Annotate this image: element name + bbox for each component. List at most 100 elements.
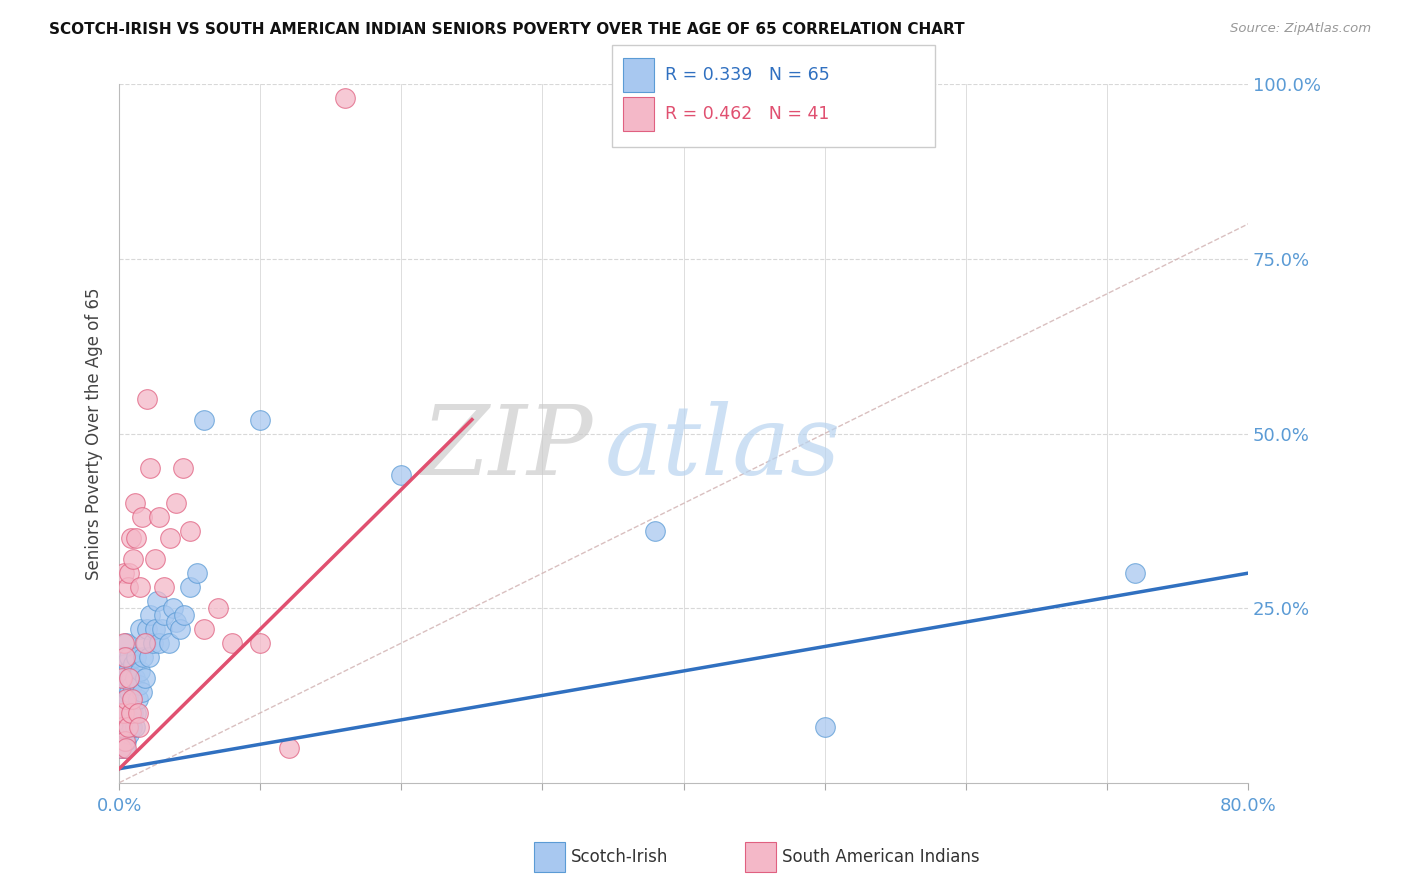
Point	[112, 678, 135, 692]
Point	[132, 650, 155, 665]
Point	[221, 636, 243, 650]
Point	[138, 650, 160, 665]
Point	[148, 510, 170, 524]
Point	[111, 671, 134, 685]
Point	[115, 678, 138, 692]
Point	[115, 706, 138, 720]
Point	[127, 692, 149, 706]
Point	[118, 727, 141, 741]
Point	[153, 608, 176, 623]
Point	[120, 706, 142, 720]
Point	[114, 650, 136, 665]
Point	[146, 594, 169, 608]
Point	[111, 671, 134, 685]
Point	[125, 706, 148, 720]
Point	[117, 692, 139, 706]
Text: R = 0.462   N = 41: R = 0.462 N = 41	[665, 105, 830, 123]
Point	[110, 706, 132, 720]
Point	[114, 685, 136, 699]
Point	[117, 720, 139, 734]
Point	[121, 692, 143, 706]
Point	[173, 608, 195, 623]
Point	[110, 740, 132, 755]
Point	[117, 720, 139, 734]
Point	[111, 733, 134, 747]
Point	[207, 601, 229, 615]
Point	[1123, 566, 1146, 581]
Point	[115, 692, 138, 706]
Point	[165, 496, 187, 510]
Text: Scotch-Irish: Scotch-Irish	[571, 848, 668, 866]
Point	[112, 698, 135, 713]
Point	[131, 510, 153, 524]
Point	[121, 678, 143, 692]
Point	[120, 671, 142, 685]
Point	[129, 580, 152, 594]
Point	[135, 636, 157, 650]
Point	[644, 524, 666, 539]
Point	[118, 671, 141, 685]
Point	[142, 636, 165, 650]
Point	[129, 664, 152, 678]
Text: SCOTCH-IRISH VS SOUTH AMERICAN INDIAN SENIORS POVERTY OVER THE AGE OF 65 CORRELA: SCOTCH-IRISH VS SOUTH AMERICAN INDIAN SE…	[49, 22, 965, 37]
Point	[124, 720, 146, 734]
Point	[122, 552, 145, 566]
Point	[120, 713, 142, 727]
Point	[112, 566, 135, 581]
Point	[249, 412, 271, 426]
Point	[128, 678, 150, 692]
Point	[110, 740, 132, 755]
Point	[114, 733, 136, 747]
Point	[157, 636, 180, 650]
Point	[186, 566, 208, 581]
Point	[120, 531, 142, 545]
Point	[333, 91, 356, 105]
Point	[122, 657, 145, 671]
Point	[125, 531, 148, 545]
Point	[193, 622, 215, 636]
Point	[110, 720, 132, 734]
Text: R = 0.339   N = 65: R = 0.339 N = 65	[665, 66, 830, 84]
Point	[112, 727, 135, 741]
Point	[391, 468, 413, 483]
Point	[249, 636, 271, 650]
Point	[114, 713, 136, 727]
Point	[114, 657, 136, 671]
Point	[134, 636, 156, 650]
Point	[134, 671, 156, 685]
Point	[169, 622, 191, 636]
Point	[115, 740, 138, 755]
Point	[112, 650, 135, 665]
Point	[143, 622, 166, 636]
Point	[162, 601, 184, 615]
Point	[117, 580, 139, 594]
Point	[129, 622, 152, 636]
Text: South American Indians: South American Indians	[782, 848, 980, 866]
Point	[118, 685, 141, 699]
Point	[118, 650, 141, 665]
Point	[121, 720, 143, 734]
Point	[172, 461, 194, 475]
Text: Source: ZipAtlas.com: Source: ZipAtlas.com	[1230, 22, 1371, 36]
Point	[111, 650, 134, 665]
Point	[127, 706, 149, 720]
Point	[122, 706, 145, 720]
Point	[136, 392, 159, 406]
Point	[128, 720, 150, 734]
Point	[148, 636, 170, 650]
Point	[136, 622, 159, 636]
Point	[117, 664, 139, 678]
Point	[112, 636, 135, 650]
Point	[124, 671, 146, 685]
Point	[111, 720, 134, 734]
Point	[118, 566, 141, 581]
Point	[114, 740, 136, 755]
Point	[193, 412, 215, 426]
Point	[814, 720, 837, 734]
Point	[125, 650, 148, 665]
Point	[139, 461, 162, 475]
Point	[150, 622, 173, 636]
Point	[115, 636, 138, 650]
Text: ZIP: ZIP	[422, 401, 593, 494]
Point	[277, 740, 299, 755]
